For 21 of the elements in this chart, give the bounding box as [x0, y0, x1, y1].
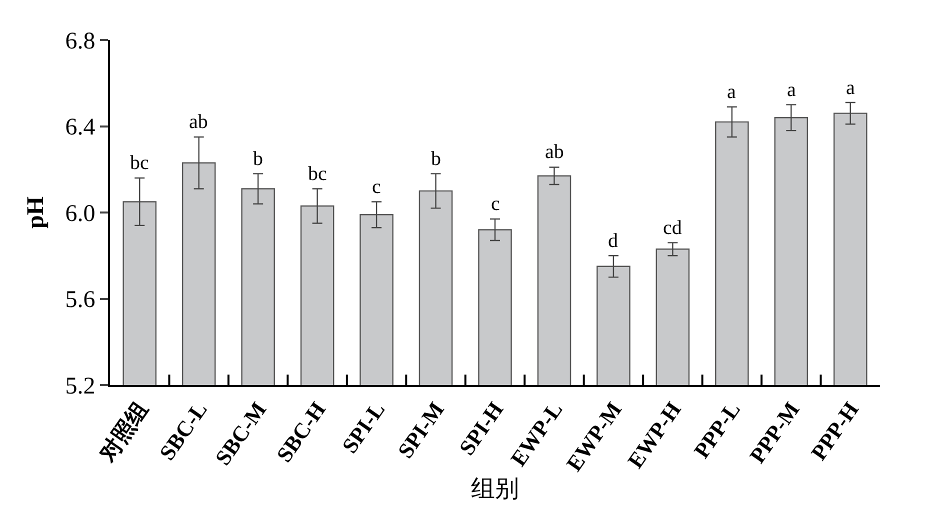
y-tick-label: 6.0	[65, 200, 96, 227]
x-tick-label: 对照组	[94, 397, 153, 466]
annotation: a	[787, 79, 796, 101]
annotation: bc	[130, 152, 149, 174]
y-tick-label: 5.2	[65, 373, 96, 400]
annotation: c	[372, 176, 381, 198]
annotation: ab	[189, 111, 208, 133]
annotation: b	[253, 148, 263, 170]
y-axis-title: pH	[22, 196, 49, 229]
annotation: a	[846, 77, 855, 99]
x-axis-title: 组别	[471, 476, 519, 502]
annotation: d	[608, 230, 618, 252]
annotation: ab	[545, 141, 564, 163]
y-tick-label: 6.4	[65, 114, 96, 141]
annotation: b	[431, 148, 441, 170]
y-tick-label: 5.6	[65, 287, 96, 314]
y-tick-label: 6.8	[65, 28, 96, 54]
annotation: bc	[308, 163, 327, 185]
annotation: a	[727, 81, 736, 103]
annotation: c	[491, 193, 500, 215]
annotation: cd	[663, 217, 682, 239]
